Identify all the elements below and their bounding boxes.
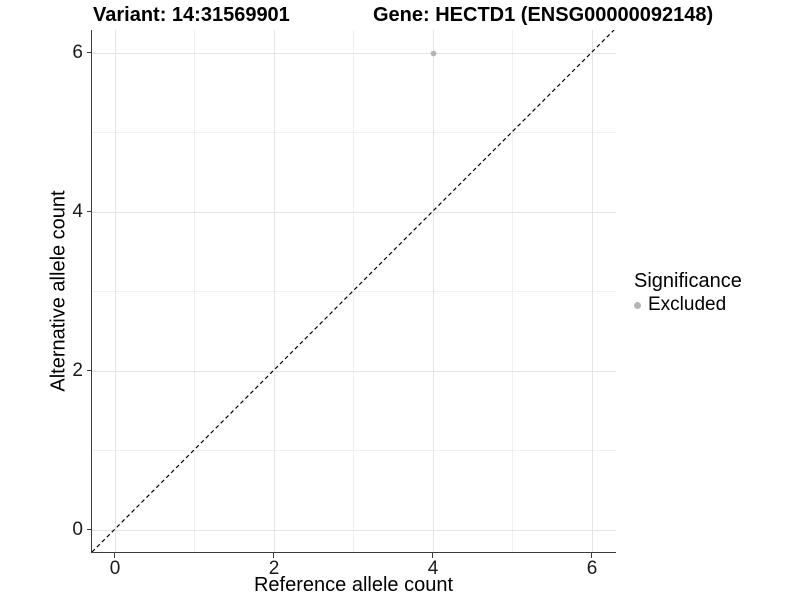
plot-panel bbox=[91, 30, 616, 553]
circle-icon bbox=[634, 301, 641, 309]
y-tick-label-4: 4 bbox=[72, 201, 83, 222]
identity-line bbox=[92, 30, 615, 552]
x-tick-2 bbox=[273, 553, 274, 558]
panel-canvas bbox=[92, 30, 616, 552]
legend: Significance Excluded bbox=[632, 270, 742, 316]
data-point-excluded bbox=[430, 50, 437, 57]
legend-title: Significance bbox=[634, 270, 742, 292]
plot-title-variant: Variant: 14:31569901 bbox=[93, 4, 290, 26]
y-tick-6 bbox=[87, 52, 92, 53]
y-tick-4 bbox=[87, 211, 92, 212]
x-axis-title: Reference allele count bbox=[253, 574, 453, 596]
x-tick-label-4: 4 bbox=[427, 558, 439, 579]
y-axis-title: Alternative allele count bbox=[47, 190, 70, 392]
legend-item-label: Excluded bbox=[648, 294, 727, 315]
gridlines-major bbox=[92, 30, 616, 552]
x-tick-label-2: 2 bbox=[268, 558, 280, 579]
x-tick-0 bbox=[114, 553, 115, 558]
plot-title-gene: Gene: HECTD1 (ENSG00000092148) bbox=[373, 4, 714, 26]
y-tick-label-6: 6 bbox=[72, 42, 83, 63]
x-tick-4 bbox=[432, 553, 433, 558]
y-tick-0 bbox=[87, 529, 92, 530]
x-tick-label-6: 6 bbox=[586, 558, 598, 579]
legend-item-excluded: Excluded bbox=[632, 294, 742, 316]
x-tick-label-0: 0 bbox=[109, 558, 121, 579]
x-tick-6 bbox=[591, 553, 592, 558]
y-tick-2 bbox=[87, 370, 92, 371]
gridlines-minor bbox=[92, 30, 616, 552]
y-tick-label-0: 0 bbox=[72, 519, 83, 540]
y-tick-label-2: 2 bbox=[72, 360, 83, 381]
